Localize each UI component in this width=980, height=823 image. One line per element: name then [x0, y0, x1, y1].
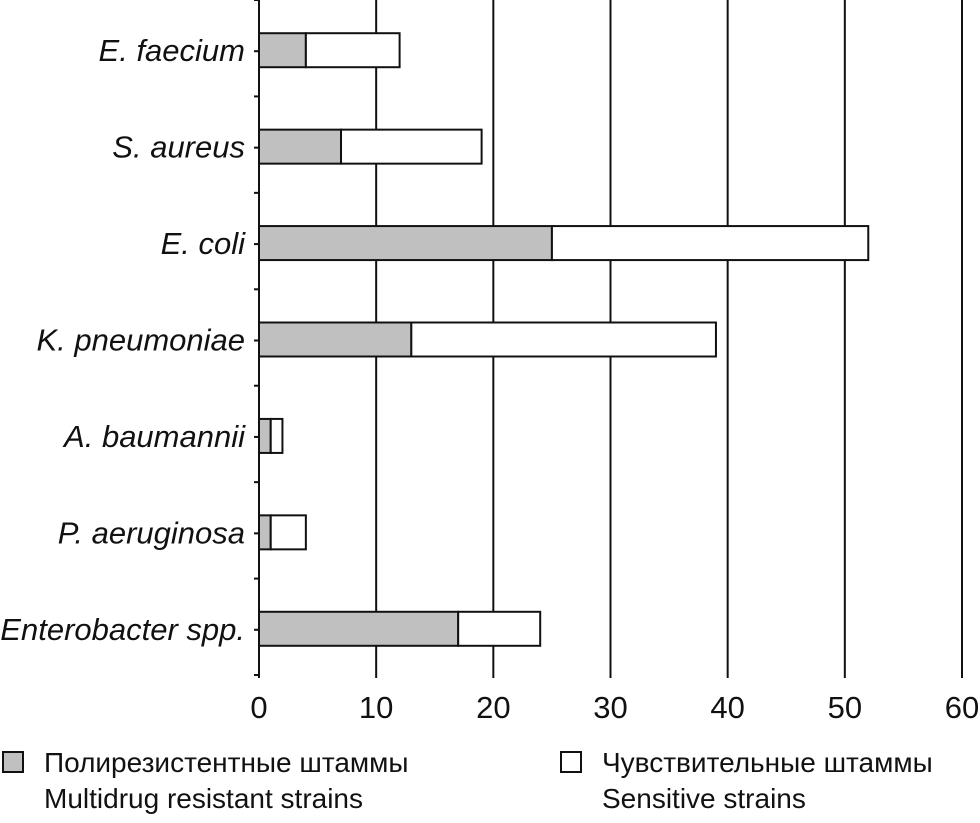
category-label: A. baumannii — [62, 419, 246, 454]
bar-resistant-1 — [258, 128, 343, 165]
x-tick-label: 0 — [250, 690, 267, 725]
category-label: E. coli — [161, 226, 247, 261]
bar-sensitive-3 — [410, 321, 717, 358]
bar-chart: E. faecium S. aureus E. coli K. pneumoniae A… — [0, 0, 979, 725]
x-tick-labels: 0 10 20 30 40 50 60 — [250, 690, 979, 725]
x-tick-label: 20 — [476, 690, 510, 725]
bar-sensitive-5 — [269, 514, 307, 551]
category-label: E. faecium — [99, 33, 245, 68]
legend-sensitive: Чувствительные штаммы Sensitive strains — [560, 745, 933, 817]
y-axis — [254, 0, 260, 678]
category-label: S. aureus — [112, 130, 245, 165]
bar-resistant-6 — [258, 610, 460, 647]
legend-text-resistant: Полирезистентные штаммы Multidrug resist… — [44, 745, 409, 817]
bar-sensitive-2 — [550, 225, 870, 262]
x-tick-label: 40 — [710, 690, 744, 725]
x-tick-label: 60 — [945, 690, 979, 725]
category-labels: E. faecium S. aureus E. coli K. pneumoniae A… — [0, 33, 246, 647]
bar-sensitive-1 — [340, 128, 483, 165]
legend-text-sensitive: Чувствительные штаммы Sensitive strains — [602, 745, 933, 817]
legend-label-resistant-ru: Полирезистентные штаммы — [44, 747, 409, 778]
legend-label-resistant-en: Multidrug resistant strains — [44, 783, 364, 814]
legend-label-sensitive-ru: Чувствительные штаммы — [602, 747, 933, 778]
bar-resistant-5 — [258, 514, 272, 551]
bar-sensitive-4 — [269, 417, 284, 454]
bar-resistant-4 — [258, 417, 272, 454]
legend-swatch-resistant — [2, 751, 24, 773]
category-label: P. aeruginosa — [58, 515, 245, 550]
bar-sensitive-0 — [304, 32, 401, 69]
x-tick-label: 10 — [359, 690, 393, 725]
bar-resistant-0 — [258, 32, 307, 69]
bar-resistant-2 — [258, 225, 553, 262]
category-label: Enterobacter spp. — [0, 612, 245, 647]
legend-label-sensitive-en: Sensitive strains — [602, 783, 806, 814]
category-label: K. pneumoniae — [36, 323, 245, 358]
legend-swatch-sensitive — [560, 751, 582, 773]
bar-sensitive-6 — [457, 610, 542, 647]
bar-resistant-3 — [258, 321, 413, 358]
bars — [258, 32, 870, 647]
x-tick-label: 30 — [593, 690, 627, 725]
x-tick-label: 50 — [828, 690, 862, 725]
legend-resistant: Полирезистентные штаммы Multidrug resist… — [2, 745, 409, 817]
